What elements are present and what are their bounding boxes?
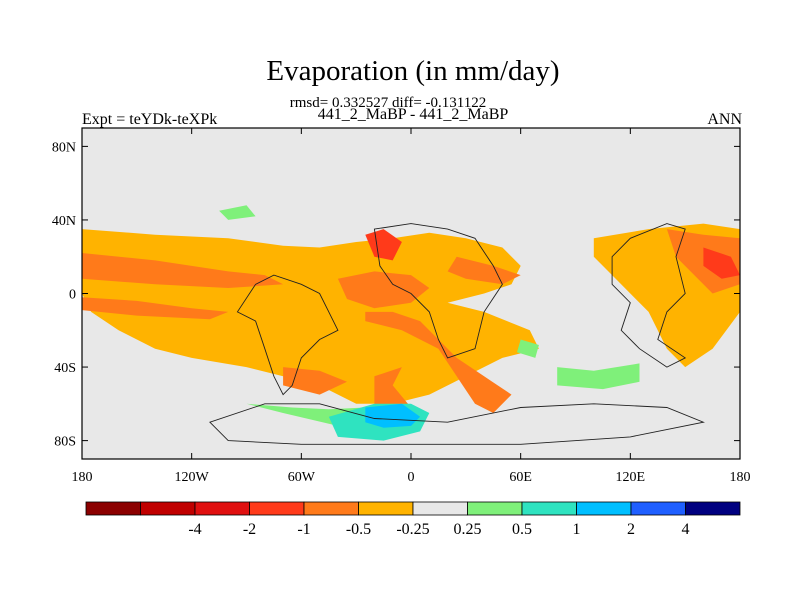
- y-axis: 80N 40N 0 40S 80S: [52, 140, 740, 450]
- contour-region-15: [517, 339, 539, 358]
- colorbar-label-8: 2: [627, 521, 635, 538]
- colorbar-box-1: [140, 501, 196, 516]
- y-tick-label-3: 40S: [54, 361, 76, 376]
- colorbar-label-7: 1: [573, 521, 581, 538]
- colorbar-box-8: [521, 501, 577, 516]
- contour-region-11: [703, 247, 740, 279]
- colorbar: -4 -2 -1 -0.5 -0.25 0.25 0.5 1 2 4: [85, 501, 741, 538]
- stats-line: rmsd= 0.332527 diff= -0.131122: [289, 95, 487, 111]
- land-outline-1: [373, 223, 503, 359]
- x-tick-label-4: 60E: [509, 470, 532, 485]
- chart-title: Evaporation (in mm/day): [266, 55, 560, 87]
- colorbar-box-9: [576, 501, 632, 516]
- experiment-label: Expt = teYDk-teXPk: [82, 111, 218, 128]
- land-outline-0: [236, 274, 339, 396]
- colorbar-box-5: [358, 501, 414, 516]
- y-tick-label-0: 80N: [52, 140, 76, 155]
- contour-region-10: [365, 229, 402, 261]
- x-tick-label-3: 0: [408, 470, 415, 485]
- land-outline-2: [209, 403, 705, 445]
- x-tick-label-6: 180: [730, 470, 751, 485]
- case-names: 441_2_MaBP - 441_2_MaBP: [317, 106, 509, 123]
- y-tick-label-2: 0: [69, 288, 76, 303]
- colorbar-label-5: 0.25: [454, 521, 482, 538]
- colorbar-box-6: [412, 501, 468, 516]
- colorbar-box-2: [194, 501, 250, 516]
- y-tick-label-4: 80S: [54, 435, 76, 450]
- x-axis: 180 120W 60W 0 60E 120E 180: [72, 128, 751, 485]
- contour-region-14: [219, 205, 256, 220]
- colorbar-label-0: -4: [188, 521, 201, 538]
- x-tick-label-2: 60W: [288, 470, 316, 485]
- colorbar-label-6: 0.5: [512, 521, 532, 538]
- contour-region-4: [337, 271, 430, 309]
- contour-region-8: [447, 256, 521, 285]
- colorbar-label-9: 4: [682, 521, 690, 538]
- colorbar-box-0: [85, 501, 141, 516]
- contour-region-6: [365, 311, 512, 413]
- land-outline-3: [611, 223, 687, 368]
- colorbar-box-11: [685, 501, 741, 516]
- colorbar-box-10: [630, 501, 686, 516]
- contour-region-5: [283, 367, 347, 395]
- colorbar-box-3: [249, 501, 305, 516]
- contour-region-17: [365, 403, 421, 428]
- contour-region-13: [557, 363, 640, 390]
- x-tick-label-0: 180: [72, 470, 93, 485]
- land-outline-layer: [209, 223, 705, 445]
- colorbar-label-3: -0.5: [346, 521, 371, 538]
- contour-fill-layer: [82, 205, 740, 441]
- contour-region-3: [82, 297, 229, 320]
- x-tick-label-1: 120W: [175, 470, 210, 485]
- contour-region-2: [82, 253, 284, 288]
- colorbar-label-4: -0.25: [396, 521, 429, 538]
- colorbar-label-1: -2: [243, 521, 256, 538]
- colorbar-box-4: [303, 501, 359, 516]
- x-tick-label-5: 120E: [616, 470, 646, 485]
- season-label: ANN: [707, 111, 742, 128]
- colorbar-label-2: -1: [297, 521, 310, 538]
- y-tick-label-1: 40N: [52, 214, 76, 229]
- colorbar-box-7: [467, 501, 523, 516]
